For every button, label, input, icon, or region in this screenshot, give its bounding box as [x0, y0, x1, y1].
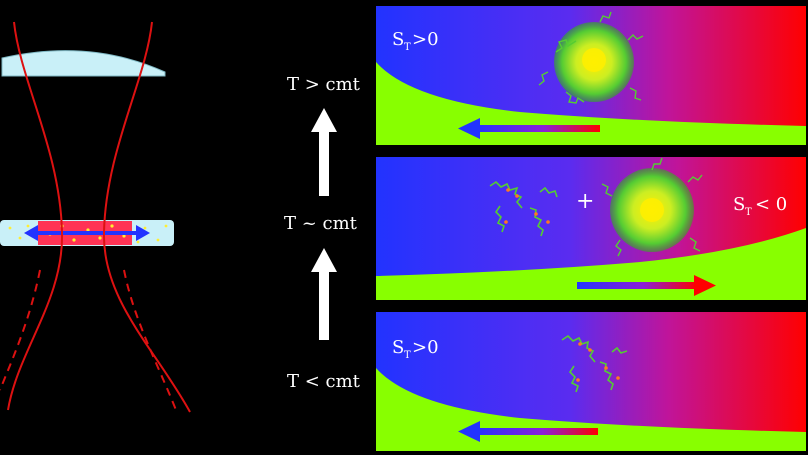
focusing-lens: [1, 50, 166, 77]
panel-middle-s: S: [733, 194, 745, 215]
up-arrow-lower: [311, 248, 337, 340]
panel-middle-sub: T: [745, 207, 752, 218]
panel-top: S T >0: [376, 6, 806, 145]
plus-sign: +: [576, 189, 594, 214]
optical-setup: [0, 21, 191, 413]
drift-arrow-middle: [577, 275, 716, 296]
unimer-chains-bottom: [561, 334, 628, 393]
panel-top-sub: T: [404, 42, 411, 53]
unimer-chains-middle: [489, 180, 558, 237]
panel-bottom: S T >0: [376, 312, 806, 451]
panel-middle-rel: < 0: [755, 194, 787, 215]
unimer-beads-bottom: [576, 342, 620, 382]
panel-bottom-sub: T: [404, 350, 411, 361]
label-t-above-cmt: T > cmt: [287, 74, 361, 95]
panel-top-s: S: [392, 29, 404, 50]
unimer-beads-middle: [504, 188, 550, 224]
up-arrow-upper: [311, 108, 337, 196]
micelle-middle: [601, 157, 703, 257]
temperature-axis: T > cmt T ~ cmt T < cmt: [284, 74, 361, 392]
panel-bottom-s: S: [392, 337, 404, 358]
label-t-below-cmt: T < cmt: [287, 371, 361, 392]
drift-arrow-bottom: [458, 421, 598, 442]
cell-double-arrow: [24, 225, 150, 241]
laser-beam: [0, 21, 191, 413]
solvent-depletion-zone: [376, 62, 806, 145]
label-t-near-cmt: T ~ cmt: [284, 213, 358, 234]
panel-top-rel: >0: [412, 29, 439, 50]
micelle-top: [538, 11, 644, 104]
drift-arrow-top: [458, 118, 600, 139]
panel-middle: S T < 0 +: [376, 157, 806, 300]
panel-bottom-rel: >0: [412, 337, 439, 358]
